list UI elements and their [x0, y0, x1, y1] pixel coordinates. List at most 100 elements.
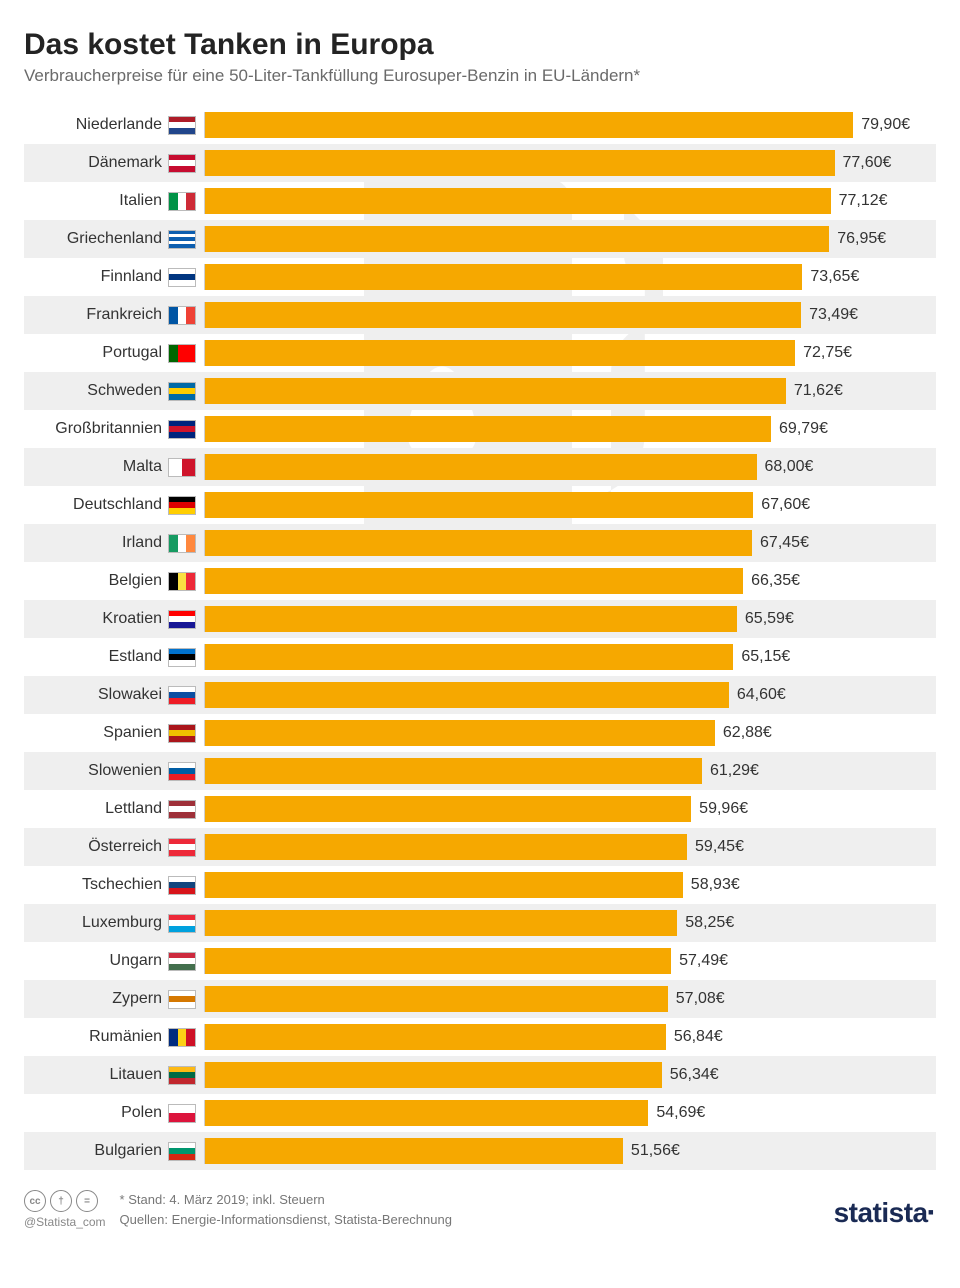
statista-logo: statista▪ [834, 1197, 936, 1229]
flag-icon [168, 268, 196, 287]
chart-subtitle: Verbraucherpreise für eine 50-Liter-Tank… [24, 66, 936, 86]
flag-icon [168, 306, 196, 325]
footer: cc † = @Statista_com * Stand: 4. März 20… [24, 1190, 936, 1229]
bar-row: Slowenien 61,29€ [24, 752, 936, 790]
bar [204, 872, 683, 898]
value-label: 58,25€ [685, 914, 734, 932]
bar [204, 910, 677, 936]
bar-row: Polen54,69€ [24, 1094, 936, 1132]
country-label: Dänemark [88, 154, 162, 172]
country-label: Lettland [105, 800, 162, 818]
bar-row: Frankreich73,49€ [24, 296, 936, 334]
bar [204, 1100, 648, 1126]
bar-row: Deutschland67,60€ [24, 486, 936, 524]
bar [204, 416, 771, 442]
flag-icon [168, 1104, 196, 1123]
flag-icon [168, 344, 196, 363]
value-label: 67,45€ [760, 534, 809, 552]
bar [204, 1062, 662, 1088]
bar-row: Luxemburg 58,25€ [24, 904, 936, 942]
value-label: 69,79€ [779, 420, 828, 438]
value-label: 67,60€ [761, 496, 810, 514]
bar [204, 492, 753, 518]
bar [204, 378, 786, 404]
by-icon: † [50, 1190, 72, 1212]
country-label: Österreich [88, 838, 162, 856]
value-label: 71,62€ [794, 382, 843, 400]
flag-icon [168, 572, 196, 591]
bar [204, 720, 715, 746]
bar-row: Österreich 59,45€ [24, 828, 936, 866]
flag-icon [168, 534, 196, 553]
bar-row: Spanien 62,88€ [24, 714, 936, 752]
bar-row: Niederlande 79,90€ [24, 106, 936, 144]
flag-icon [168, 1142, 196, 1161]
flag-icon [168, 686, 196, 705]
flag-icon [168, 952, 196, 971]
value-label: 77,12€ [839, 192, 888, 210]
bar-row: Tschechien58,93€ [24, 866, 936, 904]
bar-rows: Niederlande79,90€Dänemark77,60€Italien77… [24, 106, 936, 1170]
bar [204, 188, 831, 214]
flag-icon [168, 420, 196, 439]
value-label: 56,84€ [674, 1028, 723, 1046]
value-label: 73,49€ [809, 306, 858, 324]
flag-icon [168, 914, 196, 933]
bar [204, 226, 829, 252]
bar [204, 986, 668, 1012]
country-label: Luxemburg [82, 914, 162, 932]
bar-row: Bulgarien51,56€ [24, 1132, 936, 1170]
bar [204, 796, 691, 822]
country-label: Bulgarien [94, 1142, 162, 1160]
bar-row: Zypern57,08€ [24, 980, 936, 1018]
flag-icon [168, 192, 196, 211]
value-label: 57,49€ [679, 952, 728, 970]
country-label: Ungarn [110, 952, 162, 970]
value-label: 66,35€ [751, 572, 800, 590]
bar [204, 454, 757, 480]
bar [204, 644, 733, 670]
bar-row: Ungarn 57,49€ [24, 942, 936, 980]
bar-row: Portugal 72,75€ [24, 334, 936, 372]
bar [204, 302, 801, 328]
bar [204, 150, 835, 176]
flag-icon [168, 838, 196, 857]
bar-row: Kroatien65,59€ [24, 600, 936, 638]
value-label: 65,15€ [741, 648, 790, 666]
country-label: Portugal [102, 344, 162, 362]
flag-icon [168, 382, 196, 401]
flag-icon [168, 724, 196, 743]
country-label: Niederlande [76, 116, 162, 134]
flag-icon [168, 610, 196, 629]
bar [204, 606, 737, 632]
value-label: 73,65€ [810, 268, 859, 286]
bar-row: Schweden71,62€ [24, 372, 936, 410]
nd-icon: = [76, 1190, 98, 1212]
country-label: Spanien [103, 724, 162, 742]
flag-icon [168, 1028, 196, 1047]
flag-icon [168, 990, 196, 1009]
country-label: Estland [109, 648, 162, 666]
value-label: 64,60€ [737, 686, 786, 704]
twitter-handle: @Statista_com [24, 1215, 106, 1229]
bar-row: Belgien 66,35€ [24, 562, 936, 600]
value-label: 68,00€ [765, 458, 814, 476]
bar-row: Slowakei64,60€ [24, 676, 936, 714]
value-label: 58,93€ [691, 876, 740, 894]
country-label: Finnland [101, 268, 162, 286]
country-label: Belgien [109, 572, 162, 590]
value-label: 79,90€ [861, 116, 910, 134]
bar-row: Irland67,45€ [24, 524, 936, 562]
flag-icon [168, 876, 196, 895]
value-label: 61,29€ [710, 762, 759, 780]
bar [204, 340, 795, 366]
bar-row: Italien77,12€ [24, 182, 936, 220]
bar-row: Finnland 73,65€ [24, 258, 936, 296]
value-label: 72,75€ [803, 344, 852, 362]
country-label: Kroatien [102, 610, 162, 628]
bar-row: Malta68,00€ [24, 448, 936, 486]
country-label: Slowenien [88, 762, 162, 780]
value-label: 62,88€ [723, 724, 772, 742]
bar-row: Estland 65,15€ [24, 638, 936, 676]
value-label: 59,45€ [695, 838, 744, 856]
